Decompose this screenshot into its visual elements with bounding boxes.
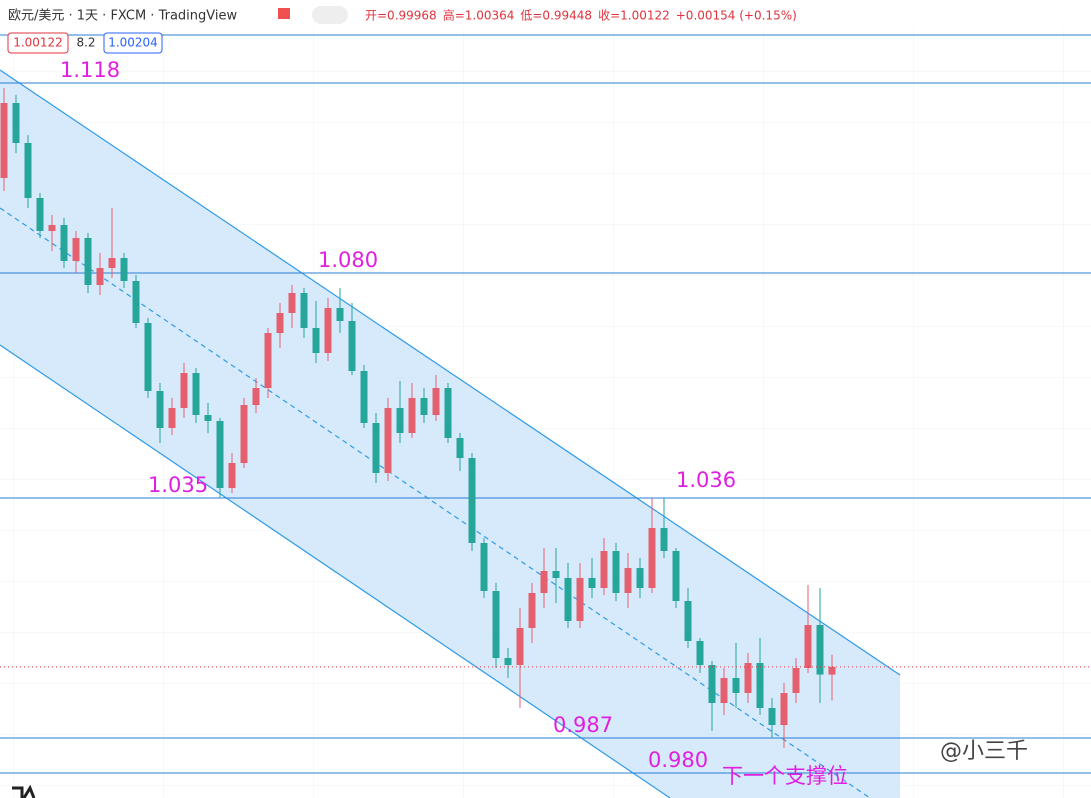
candle-body — [564, 578, 572, 621]
candle-body — [444, 388, 452, 438]
candle-body — [96, 268, 104, 285]
candle-body — [816, 625, 824, 675]
candle-body — [624, 568, 632, 593]
candle-body — [744, 663, 752, 693]
candle-body — [300, 293, 308, 328]
candle-body — [684, 601, 692, 641]
level-label: 1.080 — [318, 248, 378, 272]
ohlc-item: +0.00154 (+0.15%) — [676, 9, 797, 23]
candle-body — [276, 313, 284, 333]
logo — [12, 784, 36, 798]
candle-body — [672, 551, 680, 601]
candle-body — [468, 458, 476, 543]
candle-body — [708, 665, 716, 703]
candle-body — [384, 408, 392, 473]
candle-body — [588, 578, 596, 588]
candle-body — [12, 103, 20, 143]
candle-body — [612, 551, 620, 593]
candle-body — [132, 281, 140, 323]
candle-body — [264, 333, 272, 388]
candle-body — [636, 568, 644, 588]
toggle[interactable] — [312, 6, 348, 24]
candle-body — [24, 143, 32, 198]
flag — [278, 8, 290, 19]
channel-upper — [0, 69, 901, 676]
badges: 1.00122 8.2 1.00204 — [7, 32, 163, 54]
ohlc-item: 低=0.99448 — [520, 9, 592, 23]
candle-body — [144, 323, 152, 391]
candle-body — [240, 405, 248, 463]
candle-body — [288, 293, 296, 313]
candle-body — [216, 421, 224, 488]
candle-body — [180, 373, 188, 408]
watermark: @小三千 — [940, 739, 1028, 764]
candle-body — [480, 543, 488, 591]
candle-body — [696, 641, 704, 665]
candle-body — [84, 238, 92, 285]
candle-body — [828, 666, 836, 675]
header-bg — [0, 0, 1091, 30]
level-label: 0.980 — [648, 748, 708, 772]
badge: 1.00204 — [108, 36, 158, 50]
candle-body — [192, 373, 200, 415]
candle-body — [348, 321, 356, 371]
ohlc-item: 收=1.00122 — [598, 9, 670, 23]
candle-body — [204, 415, 212, 421]
support-note: 下一个支撑位 — [722, 764, 848, 788]
ohlc-item: 开=0.99968 — [365, 9, 437, 23]
candle-body — [312, 328, 320, 353]
candle-body — [576, 578, 584, 621]
candle-body — [432, 388, 440, 415]
candle-body — [456, 438, 464, 458]
candle-body — [120, 258, 128, 281]
candle-body — [504, 658, 512, 665]
candle-body — [252, 388, 260, 405]
candle-body — [48, 225, 56, 231]
candle-body — [540, 571, 548, 593]
candle-body — [408, 398, 416, 433]
candle-body — [528, 593, 536, 628]
badge: 1.00122 — [13, 36, 63, 50]
level-label: 1.118 — [60, 58, 120, 82]
channel-lower — [0, 344, 671, 798]
level-label: 0.987 — [553, 713, 613, 737]
candle-body — [732, 678, 740, 693]
annotations: 1.118 1.080 1.035 1.036 0.987 0.980 — [60, 58, 736, 772]
badge: 8.2 — [76, 36, 95, 50]
candle-body — [72, 238, 80, 261]
candle-body — [60, 225, 68, 261]
candle-body — [420, 398, 428, 415]
candle-body — [168, 408, 176, 428]
candle-body — [792, 668, 800, 693]
candle-body — [372, 423, 380, 473]
candle-body — [780, 693, 788, 725]
candle-body — [804, 625, 812, 668]
candle-body — [492, 591, 500, 658]
candle-body — [600, 551, 608, 588]
candle-body — [228, 463, 236, 488]
candle-body — [108, 258, 116, 268]
ohlc-item: 高=1.00364 — [443, 8, 515, 23]
level-label: 1.035 — [148, 473, 208, 497]
symbol: 欧元/美元 · 1天 · FXCM · TradingView — [8, 9, 237, 24]
candle-body — [756, 663, 764, 708]
candle-body — [648, 528, 656, 588]
candle-body — [552, 571, 560, 578]
candle-body — [36, 198, 44, 231]
candle-body — [360, 371, 368, 423]
candle-body — [720, 678, 728, 703]
candle-body — [516, 628, 524, 665]
candle-body — [324, 308, 332, 353]
candle-body — [768, 708, 776, 725]
candle-body — [660, 528, 668, 551]
candles — [0, 88, 1091, 748]
candle-body — [0, 103, 8, 178]
levels — [0, 34, 1091, 774]
candle-body — [396, 408, 404, 433]
candle-body — [156, 391, 164, 428]
candle-body — [336, 308, 344, 321]
level-label: 1.036 — [676, 468, 736, 492]
